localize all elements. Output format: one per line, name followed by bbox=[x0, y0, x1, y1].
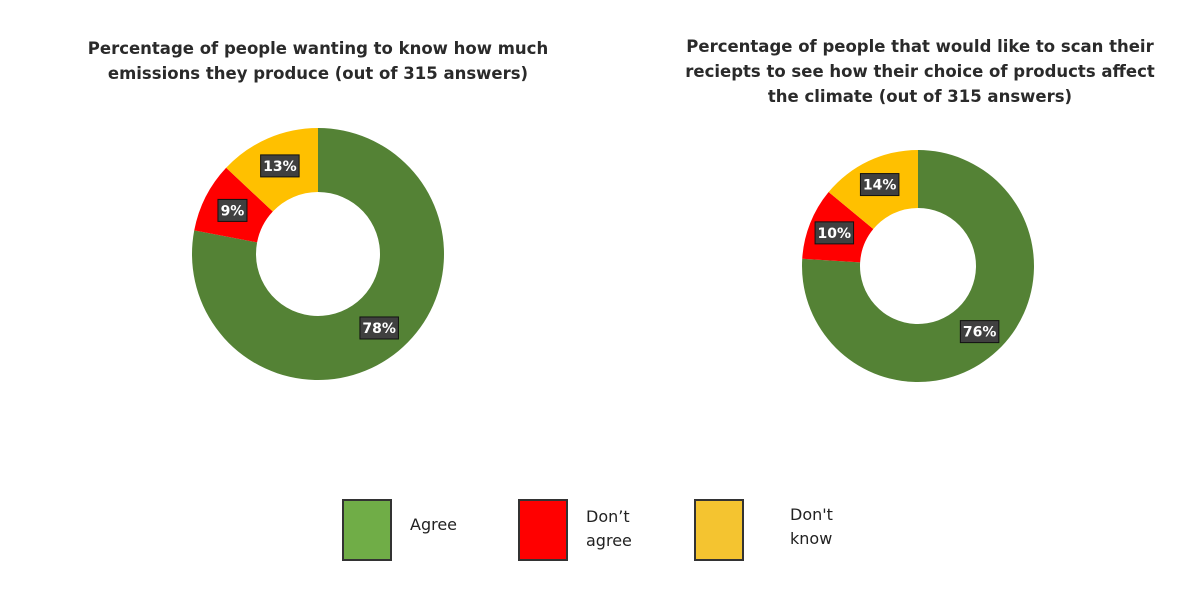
chart-1-label-dont-know: 13% bbox=[260, 154, 300, 178]
svg-text:13%: 13% bbox=[263, 159, 297, 175]
legend-swatch-dont-know bbox=[694, 499, 744, 561]
chart-2-label-agree: 76% bbox=[959, 320, 1000, 344]
chart-2-label-dont-know: 14% bbox=[859, 173, 900, 197]
chart-1-title: Percentage of people wanting to know how… bbox=[87, 39, 549, 83]
svg-text:76%: 76% bbox=[963, 325, 997, 341]
legend-swatch-agree bbox=[342, 499, 392, 561]
chart-1-label-agree: 78% bbox=[359, 316, 399, 340]
legend-swatch-dont-agree bbox=[518, 499, 568, 561]
legend-label-agree: Agree bbox=[410, 515, 458, 534]
chart-1-label-dont-agree: 9% bbox=[217, 198, 248, 222]
chart-2-label-dont-agree: 10% bbox=[814, 221, 855, 245]
chart-2-title: Percentage of people that would like to … bbox=[685, 37, 1155, 106]
legend-label-dont-agree: Don’t agree bbox=[586, 507, 632, 550]
legend-label-dont-know: Don't know bbox=[790, 505, 833, 548]
svg-text:10%: 10% bbox=[818, 226, 852, 242]
svg-text:9%: 9% bbox=[221, 203, 245, 219]
svg-text:14%: 14% bbox=[863, 178, 897, 194]
svg-text:78%: 78% bbox=[362, 321, 396, 337]
